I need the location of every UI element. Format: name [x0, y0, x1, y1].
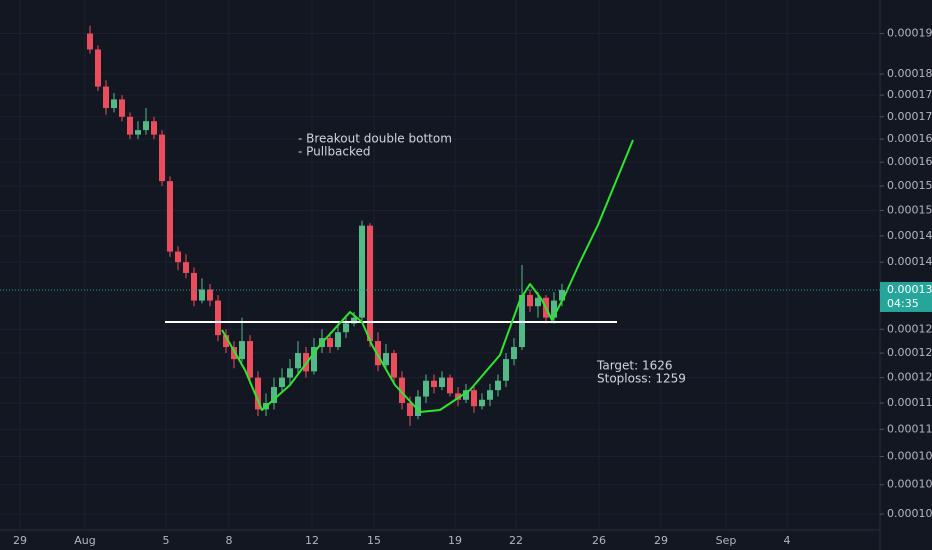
candle-body [551, 300, 557, 318]
candle-body [487, 390, 493, 400]
current-price-label: 0.0001349 [887, 283, 932, 296]
candle-body [183, 262, 189, 273]
y-tick-label: 0.0001450 [887, 229, 932, 242]
y-tick-label: 0.0001040 [887, 478, 932, 491]
candle-body [271, 387, 277, 403]
countdown-label: 04:35 [887, 297, 919, 310]
candle-body [479, 399, 485, 407]
candle-body [311, 347, 317, 372]
candle-body [559, 289, 565, 301]
x-tick-label: 4 [784, 534, 791, 547]
candle-body [151, 121, 157, 135]
candle-body [391, 353, 397, 378]
candle-body [247, 341, 253, 378]
candle-body [103, 86, 109, 109]
y-tick-label: 0.0001500 [887, 204, 932, 217]
candle-body [143, 121, 149, 131]
y-tick-label: 0.0001000 [887, 507, 932, 520]
y-tick-label: 0.0001550 [887, 179, 932, 192]
candle-body [199, 289, 205, 301]
annotation: Stoploss: 1259 [597, 372, 686, 386]
candle-body [335, 332, 341, 348]
x-tick-label: 12 [305, 534, 319, 547]
projection-curve [221, 139, 634, 413]
candle-body [119, 99, 125, 117]
y-tick-label: 0.0001280 [887, 322, 932, 335]
candle-body [127, 116, 133, 135]
candle-body [431, 380, 437, 388]
candle-body [407, 402, 413, 417]
y-tick-label: 0.0001700 [887, 110, 932, 123]
candle-body [375, 341, 381, 366]
candle-body [495, 380, 501, 391]
candle-body [95, 49, 101, 87]
candle-body [399, 377, 405, 403]
candle-body [343, 323, 349, 333]
y-tick-label: 0.0001750 [887, 88, 932, 101]
candle-body [239, 341, 245, 360]
candle-body [503, 359, 509, 381]
x-tick-label: Sep [716, 534, 737, 547]
y-tick-label: 0.0001800 [887, 67, 932, 80]
candle-body [111, 99, 117, 109]
y-tick-label: 0.0001400 [887, 255, 932, 268]
candle-body [511, 347, 517, 360]
y-tick-label: 0.0001120 [887, 422, 932, 435]
candle-body [223, 335, 229, 348]
candle-body [351, 317, 357, 324]
candle-body [255, 377, 261, 410]
candle-body [439, 377, 445, 388]
y-tick-label: 0.0001080 [887, 449, 932, 462]
candle-body [231, 347, 237, 360]
x-tick-label: 26 [592, 534, 606, 547]
x-tick-label: Aug [74, 534, 95, 547]
x-tick-label: 22 [509, 534, 523, 547]
candle-body [455, 393, 461, 400]
current-price-box [880, 281, 932, 312]
candle-body [279, 377, 285, 388]
candle-body [159, 134, 165, 182]
y-tick-label: 0.0001600 [887, 155, 932, 168]
x-tick-label: 5 [163, 534, 170, 547]
candle-body [295, 353, 301, 369]
candle-body [367, 225, 373, 342]
candle-body [191, 272, 197, 301]
candle-body [535, 297, 541, 307]
candle-body [471, 390, 477, 407]
y-tick-label: 0.0001650 [887, 132, 932, 145]
candle-body [527, 294, 533, 307]
annotation: Target: 1626 [596, 359, 673, 373]
candle-body [463, 390, 469, 400]
y-tick-label: 0.0001200 [887, 371, 932, 384]
candle-body [287, 368, 293, 378]
candle-body [359, 225, 365, 318]
y-tick-label: 0.0001160 [887, 396, 932, 409]
x-tick-label: 15 [367, 534, 381, 547]
x-tick-label: 29 [13, 534, 27, 547]
candle-body [447, 377, 453, 394]
candle-body [135, 130, 141, 135]
annotation: - Breakout double bottom [298, 132, 452, 146]
candle-body [383, 353, 389, 366]
candle-body [415, 396, 421, 417]
candle-body [87, 33, 93, 50]
candle-body [175, 251, 181, 263]
x-tick-label: 8 [226, 534, 233, 547]
candle-body [167, 181, 173, 252]
y-tick-label: 0.0001240 [887, 346, 932, 359]
candle-body [215, 300, 221, 336]
x-tick-label: 29 [654, 534, 668, 547]
candle-body [423, 380, 429, 397]
x-tick-label: 19 [448, 534, 462, 547]
candle-body [207, 289, 213, 301]
annotation: - Pullbacked [298, 145, 371, 159]
y-tick-label: 0.0001900 [887, 27, 932, 40]
candle-body [327, 338, 333, 348]
axis: 0.0001900 0.0001800 0.0001750 0.0001700 0.00… [13, 27, 932, 547]
